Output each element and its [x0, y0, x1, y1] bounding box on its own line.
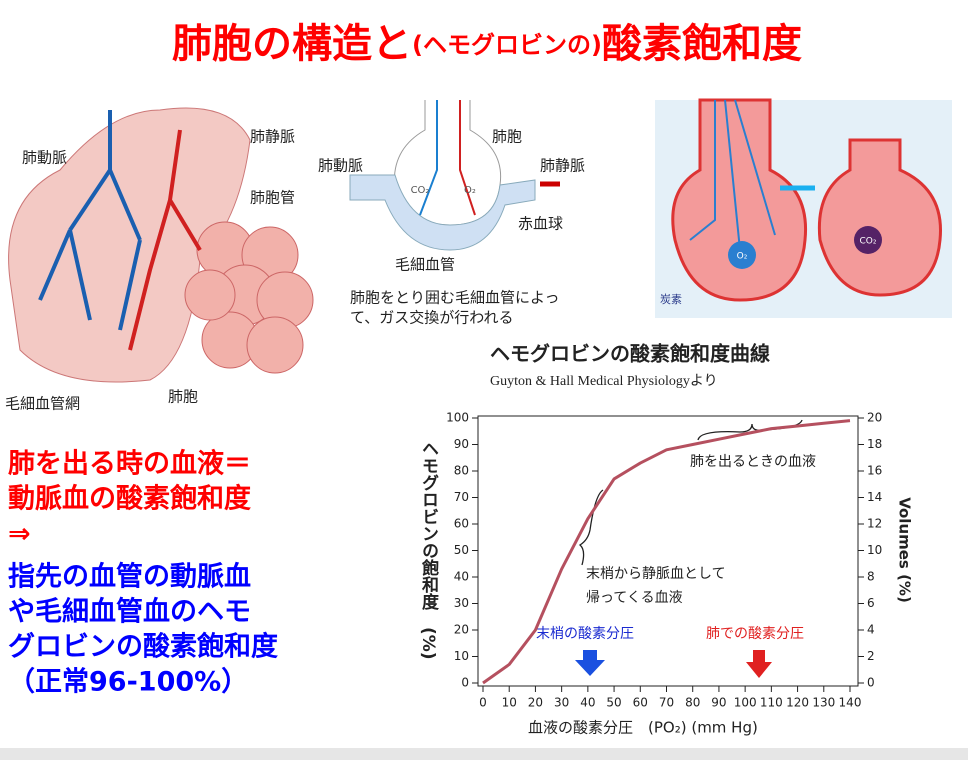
label: 毛細血管網 — [5, 395, 80, 413]
chart-subtitle: Guyton & Hall Medical Physiologyより — [490, 374, 718, 389]
x-tick-label: 90 — [711, 696, 726, 710]
y-tick-label: 80 — [454, 464, 469, 478]
x-tick-label: 80 — [685, 696, 700, 710]
label: 肺胞管 — [250, 189, 295, 207]
y-tick-label: 0 — [461, 676, 469, 690]
title-part: 肺胞の構造と — [172, 21, 412, 67]
y-axis-label: ヘモグロビンの飽和度 (%) — [418, 440, 440, 660]
y-tick-label: 20 — [454, 623, 469, 637]
x-tick-label: 130 — [812, 696, 835, 710]
y-tick-label: 90 — [454, 437, 469, 451]
title-part: 酸素飽和度 — [602, 21, 802, 67]
annotation: 肺を出るときの血液 — [690, 454, 816, 470]
y2-tick-label: 8 — [867, 570, 875, 584]
label: 肺動脈 — [22, 149, 67, 167]
red-text: 動脈血の酸素飽和度 — [8, 483, 251, 515]
x-tick-label: 0 — [479, 696, 487, 710]
x-tick-label: 110 — [760, 696, 783, 710]
y2-tick-label: 12 — [867, 517, 882, 531]
y2-tick-label: 14 — [867, 490, 882, 504]
y2-tick-label: 16 — [867, 464, 882, 478]
label: 赤血球 — [518, 215, 563, 233]
lung-illustration — [8, 107, 314, 383]
label: 肺胞 — [492, 128, 522, 146]
x-tick-label: 60 — [633, 696, 648, 710]
x-tick-label: 40 — [580, 696, 595, 710]
slide-title: 肺胞の構造と(ヘモグロビンの)酸素飽和度 — [172, 21, 802, 67]
y2-axis-label: Volumes (%) — [896, 497, 914, 603]
y2-tick-label: 20 — [867, 411, 882, 425]
label: 炭素 — [660, 293, 682, 306]
x-tick-label: 100 — [734, 696, 757, 710]
label: 肺静脈 — [250, 128, 295, 146]
x-tick-label: 140 — [839, 696, 862, 710]
caption: 肺胞をとり囲む毛細血管によっ — [350, 289, 560, 307]
x-tick-label: 70 — [659, 696, 674, 710]
y2-tick-label: 2 — [867, 649, 875, 663]
y-tick-label: 100 — [446, 411, 469, 425]
label: CO₂ — [860, 237, 877, 247]
blue-text: や毛細血管血のヘモ — [8, 597, 251, 628]
label: CO₂ — [411, 185, 430, 196]
label: 肺胞 — [168, 388, 198, 406]
x-tick-label: 50 — [606, 696, 621, 710]
chart-title: ヘモグロビンの酸素飽和度曲線 — [490, 342, 770, 366]
y-tick-label: 60 — [454, 517, 469, 531]
y-tick-label: 30 — [454, 596, 469, 610]
y2-tick-label: 18 — [867, 437, 882, 451]
label: 毛細血管 — [395, 256, 455, 274]
label: 肺静脈 — [540, 157, 585, 175]
x-tick-label: 10 — [502, 696, 517, 710]
annotation: 肺での酸素分圧 — [706, 626, 804, 642]
annotation: 末梢から静脈血として — [586, 566, 726, 582]
y-tick-label: 10 — [454, 649, 469, 663]
annotation: 末梢の酸素分圧 — [536, 626, 634, 642]
x-tick-label: 120 — [786, 696, 809, 710]
y2-tick-label: 0 — [867, 676, 875, 690]
blue-text: グロビンの酸素飽和度 — [8, 631, 278, 663]
red-text: ⇒ — [8, 519, 31, 550]
label: O₂ — [464, 185, 476, 196]
blue-text: （正常96-100%） — [8, 667, 248, 698]
annotation: 帰ってくる血液 — [586, 589, 683, 606]
y-tick-label: 40 — [454, 570, 469, 584]
title-part: (ヘモグロビンの) — [412, 31, 602, 59]
caption: て、ガス交換が行われる — [350, 309, 514, 327]
y2-tick-label: 6 — [867, 596, 875, 610]
exchange-diagram — [349, 100, 560, 251]
y2-tick-label: 10 — [867, 543, 882, 557]
label: 肺動脈 — [318, 157, 363, 175]
blue-text: 指先の血管の動脈血 — [8, 562, 251, 593]
footer-bar — [0, 748, 968, 760]
y-tick-label: 70 — [454, 490, 469, 504]
x-tick-label: 30 — [554, 696, 569, 710]
red-text: 肺を出る時の血液＝ — [8, 449, 251, 480]
x-tick-label: 20 — [528, 696, 543, 710]
x-axis-label: 血液の酸素分圧 (PO₂) (mm Hg) — [528, 719, 758, 737]
label: O₂ — [737, 252, 748, 262]
line-series — [482, 419, 851, 685]
alveolus-image — [655, 98, 952, 318]
y2-tick-label: 4 — [867, 623, 875, 637]
y-tick-label: 50 — [454, 543, 469, 557]
